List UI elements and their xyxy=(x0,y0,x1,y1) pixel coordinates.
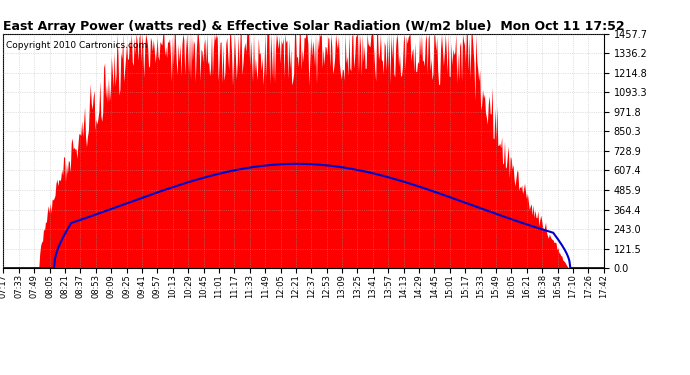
Text: East Array Power (watts red) & Effective Solar Radiation (W/m2 blue)  Mon Oct 11: East Array Power (watts red) & Effective… xyxy=(3,20,625,33)
Text: Copyright 2010 Cartronics.com: Copyright 2010 Cartronics.com xyxy=(6,41,148,50)
